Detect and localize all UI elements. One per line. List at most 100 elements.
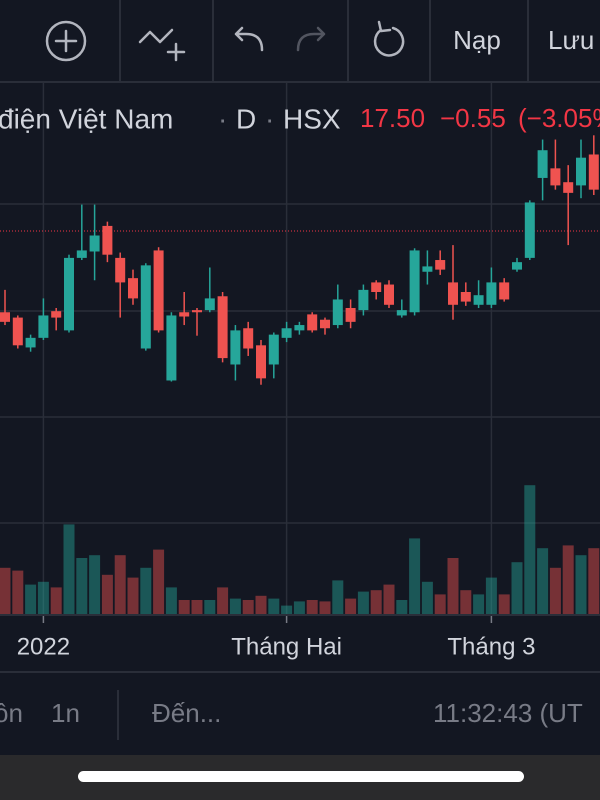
candle-body: [460, 292, 471, 302]
volume-bar: [127, 577, 139, 614]
volume-bar: [0, 567, 11, 614]
volume-bar: [25, 584, 37, 614]
candle-body: [524, 202, 535, 258]
volume-bar: [12, 570, 24, 614]
volume-bar: [524, 485, 536, 614]
legend: điện Việt Nam · D · HSX 17.50 −0.55 (−3.…: [0, 103, 600, 135]
candle-body: [576, 157, 586, 186]
x-tick-label: Tháng Hai: [231, 633, 342, 660]
interval: D: [236, 103, 256, 134]
volume-bar: [101, 574, 113, 614]
add-button[interactable]: [45, 20, 87, 62]
volume-bar: [549, 567, 561, 614]
goto-button[interactable]: Đến...: [152, 698, 221, 728]
volume-bar: [396, 600, 408, 614]
volume-bar: [63, 524, 75, 614]
undo-button[interactable]: [234, 26, 264, 52]
candle-body: [294, 325, 305, 331]
candle-body: [166, 315, 177, 381]
range-button[interactable]: ồn: [0, 698, 23, 728]
candle-body: [115, 257, 126, 283]
volume-bar: [537, 548, 549, 614]
x-tick-label: 2022: [17, 633, 70, 660]
volume-bar: [229, 598, 241, 614]
toolbar: Nạp Lưu: [0, 0, 600, 83]
volume-bar: [473, 594, 485, 614]
candle-body: [307, 314, 318, 331]
volume-bar: [409, 538, 421, 614]
redo-button[interactable]: [296, 26, 326, 52]
chart: 2022 Tháng Hai Tháng 3: [0, 82, 600, 660]
candle-body: [268, 334, 279, 365]
volume-bar: [178, 600, 190, 614]
candle-body: [371, 282, 382, 293]
candle-body: [550, 168, 561, 186]
range-button[interactable]: 1n: [51, 698, 80, 728]
volume-bar: [345, 598, 357, 614]
volume-bar: [114, 555, 126, 614]
candle-body: [435, 260, 446, 270]
candle-body: [89, 235, 100, 252]
bottom-bar: ồn 1n Đến... 11:32:43 (UT: [0, 690, 583, 740]
candle-body: [537, 150, 548, 178]
candle-body: [396, 310, 407, 316]
candle-body: [0, 312, 10, 322]
candle-body: [473, 295, 484, 305]
candle-body: [179, 312, 190, 317]
last-price: 17.50: [360, 103, 425, 133]
separator: ·: [218, 103, 227, 134]
volume-bar: [37, 581, 49, 614]
candle-body: [332, 299, 343, 326]
volume-bar: [562, 545, 574, 614]
volume-bar: [255, 595, 267, 614]
candle-body: [486, 282, 497, 305]
candle-body: [76, 250, 87, 258]
candle-body: [320, 319, 330, 329]
volume-bar: [588, 548, 600, 614]
volume-bar: [370, 590, 382, 614]
volume-bar: [242, 600, 254, 614]
clock[interactable]: 11:32:43 (UT: [433, 698, 583, 728]
candle-body: [281, 328, 292, 338]
plot-area: [0, 82, 600, 615]
candle-body: [256, 345, 266, 379]
symbol-name: điện Việt Nam: [0, 103, 173, 134]
volume-bar: [485, 577, 497, 614]
volume-bar: [191, 600, 203, 614]
candle-body: [51, 311, 62, 318]
volume-bar: [165, 587, 177, 614]
exchange: HSX: [283, 103, 341, 134]
volume-bar: [383, 584, 395, 614]
candle-body: [499, 282, 510, 300]
volume-bar: [293, 601, 305, 614]
candle-body: [12, 317, 23, 346]
candle-body: [345, 307, 356, 322]
candle-body: [217, 296, 228, 359]
price-change-pct: (−3.05%): [518, 103, 600, 133]
volume-bar: [511, 562, 523, 614]
candle-body: [64, 257, 74, 331]
volume-bar: [460, 590, 472, 614]
volume-bar: [76, 558, 88, 614]
candle-body: [128, 278, 138, 299]
candle-body: [192, 310, 202, 313]
home-indicator: [78, 771, 524, 782]
save-button[interactable]: Lưu: [548, 25, 594, 55]
indicator-button[interactable]: [138, 28, 186, 62]
load-button[interactable]: Nạp: [453, 25, 501, 55]
candle-body: [422, 266, 433, 272]
candle-body: [243, 328, 254, 349]
volume-bar: [204, 600, 216, 614]
volume-bar: [281, 605, 293, 614]
volume-bar: [319, 601, 331, 614]
candle-body: [358, 289, 369, 311]
candle-body: [384, 284, 394, 305]
volume-bar: [498, 594, 510, 614]
candle-body: [25, 337, 36, 348]
reset-button[interactable]: [373, 20, 405, 57]
candle-body: [38, 315, 49, 338]
volume-bar: [434, 594, 446, 614]
volume-bar: [575, 555, 587, 614]
volume-bar: [421, 581, 433, 614]
